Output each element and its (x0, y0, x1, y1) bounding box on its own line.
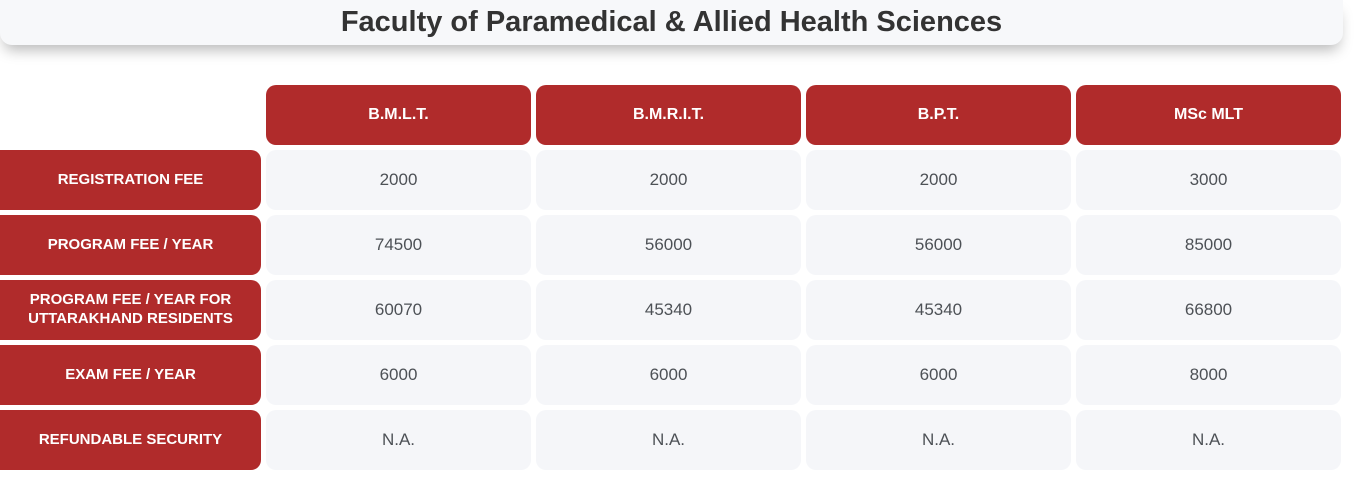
fee-cell-uttarakhand-bpt: 45340 (806, 280, 1071, 340)
fee-cell-uttarakhand-bmlt: 60070 (266, 280, 531, 340)
fee-cell-registration-bmlt: 2000 (266, 150, 531, 210)
fee-cell-program-bpt: 56000 (806, 215, 1071, 275)
fee-cell-uttarakhand-bmrit: 45340 (536, 280, 801, 340)
fee-table: B.M.L.T. B.M.R.I.T. B.P.T. MSc MLT REGIS… (0, 85, 1341, 470)
fee-cell-exam-bpt: 6000 (806, 345, 1071, 405)
fee-cell-security-bpt: N.A. (806, 410, 1071, 470)
fee-cell-security-msc-mlt: N.A. (1076, 410, 1341, 470)
fee-cell-registration-bpt: 2000 (806, 150, 1071, 210)
fee-cell-security-bmlt: N.A. (266, 410, 531, 470)
fee-cell-program-msc-mlt: 85000 (1076, 215, 1341, 275)
page-title-bar: Faculty of Paramedical & Allied Health S… (0, 0, 1343, 45)
fee-cell-uttarakhand-msc-mlt: 66800 (1076, 280, 1341, 340)
fee-cell-exam-msc-mlt: 8000 (1076, 345, 1341, 405)
fee-cell-security-bmrit: N.A. (536, 410, 801, 470)
fee-cell-program-bmrit: 56000 (536, 215, 801, 275)
column-header-bmrit: B.M.R.I.T. (536, 85, 801, 145)
fee-cell-registration-bmrit: 2000 (536, 150, 801, 210)
row-label-program-fee-uttarakhand: PROGRAM FEE / YEAR FOR UTTARAKHAND RESID… (0, 280, 261, 340)
row-label-program-fee: PROGRAM FEE / YEAR (0, 215, 261, 275)
column-header-bmlt: B.M.L.T. (266, 85, 531, 145)
column-header-bpt: B.P.T. (806, 85, 1071, 145)
row-label-refundable-security: REFUNDABLE SECURITY (0, 410, 261, 470)
table-corner-spacer (0, 85, 261, 145)
row-label-registration-fee: REGISTRATION FEE (0, 150, 261, 210)
column-header-msc-mlt: MSc MLT (1076, 85, 1341, 145)
fee-cell-program-bmlt: 74500 (266, 215, 531, 275)
fee-cell-exam-bmlt: 6000 (266, 345, 531, 405)
fee-cell-registration-msc-mlt: 3000 (1076, 150, 1341, 210)
fee-cell-exam-bmrit: 6000 (536, 345, 801, 405)
page-title: Faculty of Paramedical & Allied Health S… (340, 6, 1003, 38)
row-label-exam-fee: EXAM FEE / YEAR (0, 345, 261, 405)
